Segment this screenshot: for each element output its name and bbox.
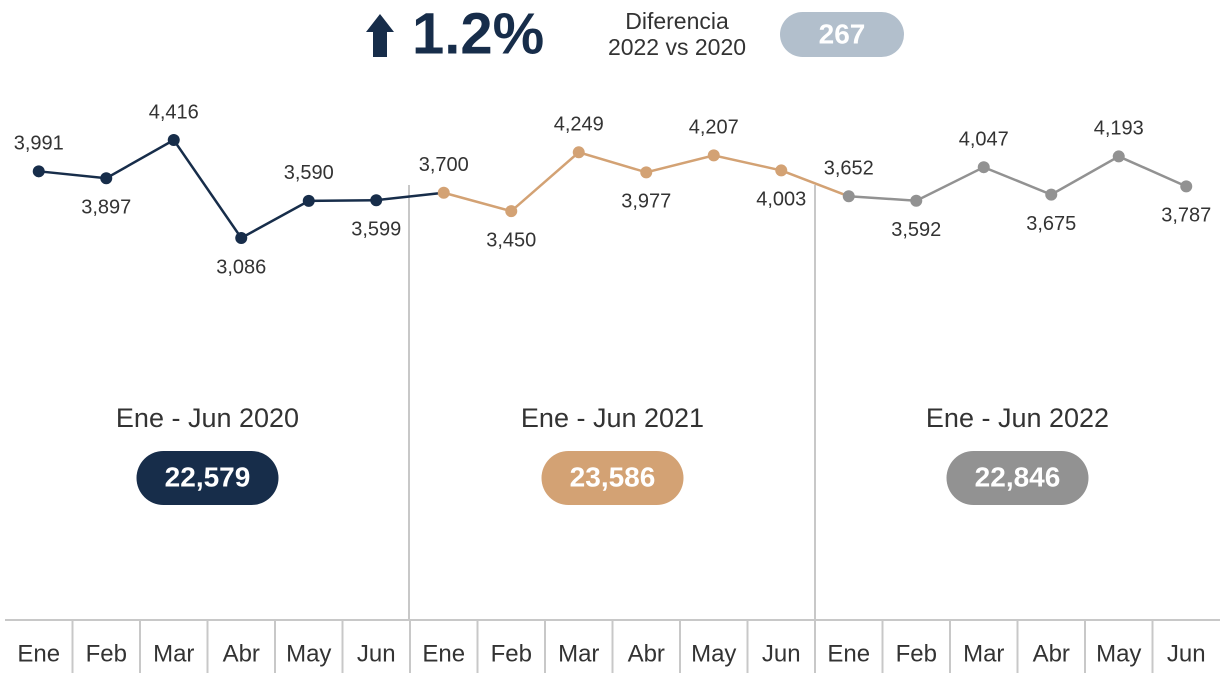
x-tick-label: Feb: [86, 640, 127, 667]
data-label: 3,592: [891, 219, 941, 241]
x-tick-label: Ene: [422, 640, 465, 667]
x-tick-label: Jun: [1167, 640, 1206, 667]
line: [848, 155, 1187, 202]
total-pill: [946, 451, 1089, 505]
connector: [376, 191, 444, 202]
x-tick-label: Mar: [558, 640, 599, 667]
point: [572, 146, 585, 159]
data-label: 4,003: [756, 189, 806, 211]
x-tick-label: Feb: [896, 640, 937, 667]
data-label: 3,787: [1161, 205, 1211, 227]
point: [640, 166, 653, 179]
data-label: 4,416: [149, 101, 199, 123]
x-tick-label: Ene: [17, 640, 60, 667]
x-tick-label: Ene: [827, 640, 870, 667]
total-pill: [541, 451, 684, 505]
data-label: 3,590: [284, 162, 334, 184]
total-label: 22,846: [975, 461, 1061, 492]
point: [235, 232, 248, 244]
data-label: 3,086: [216, 256, 266, 278]
x-tick-label: Mar: [153, 640, 194, 667]
point: [842, 190, 855, 203]
connector: [780, 169, 850, 198]
x-tick-label: Abr: [223, 640, 260, 667]
data-label: 3,977: [621, 191, 671, 213]
change: 1.2%: [412, 1, 544, 66]
caption: 2022 vs 2020: [608, 34, 746, 60]
point: [32, 165, 45, 178]
point: [1045, 188, 1058, 201]
x-tick-label: Mar: [963, 640, 1004, 667]
x-tick-label: May: [691, 640, 736, 667]
data-label: 4,207: [689, 117, 739, 139]
caption: Diferencia: [625, 8, 729, 34]
point: [977, 161, 990, 174]
data-label: 3,450: [486, 229, 536, 251]
period-label: Ene - Jun 2022: [926, 403, 1109, 433]
data-label: 3,991: [14, 133, 64, 155]
line: [38, 138, 377, 240]
point: [775, 164, 788, 177]
difference-pill: [780, 12, 904, 57]
data-label: 3,652: [824, 158, 874, 180]
point: [707, 149, 720, 162]
point: [1180, 180, 1193, 193]
data-label: 3,675: [1026, 213, 1076, 235]
period-label: Ene - Jun 2020: [116, 403, 299, 433]
point: [167, 134, 180, 146]
up-arrow: [366, 14, 394, 57]
point: [1112, 150, 1125, 163]
x-tick-label: Jun: [357, 640, 396, 667]
total-pill: [136, 451, 279, 505]
data-label: 3,700: [419, 154, 469, 176]
point: [437, 186, 450, 199]
period-label: Ene - Jun 2021: [521, 403, 704, 433]
difference: 267: [819, 18, 866, 49]
data-label: 3,599: [351, 218, 401, 240]
x-tick-label: May: [286, 640, 331, 667]
x-tick-label: Abr: [1033, 640, 1070, 667]
x-tick-label: Feb: [491, 640, 532, 667]
line: [443, 150, 782, 213]
x-tick-label: Abr: [628, 640, 665, 667]
x-tick-label: May: [1096, 640, 1141, 667]
total-label: 22,579: [165, 461, 251, 492]
x-tick-label: Jun: [762, 640, 801, 667]
data-label: 4,249: [554, 114, 604, 136]
point: [505, 205, 518, 218]
point: [302, 194, 315, 207]
data-label: 3,897: [81, 197, 131, 219]
point: [910, 194, 923, 207]
data-label: 4,047: [959, 128, 1009, 150]
total-label: 23,586: [570, 461, 656, 492]
data-label: 4,193: [1094, 118, 1144, 140]
point: [100, 172, 113, 185]
point: [370, 194, 383, 207]
